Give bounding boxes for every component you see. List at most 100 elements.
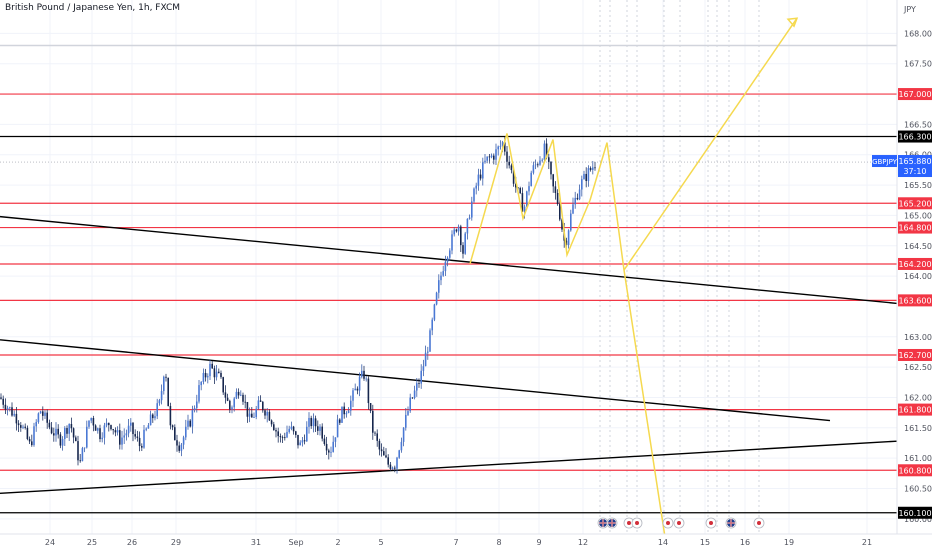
candle-body-124 [273, 424, 275, 431]
projection-line-1[interactable] [589, 142, 666, 538]
candle-body-135 [297, 434, 299, 446]
candle-body-209 [460, 226, 462, 246]
candle-body-5 [11, 407, 13, 416]
event-marker-4[interactable] [662, 517, 674, 529]
level-label-9: 160.100 [898, 509, 931, 518]
candle-body-223 [490, 155, 493, 158]
candle-body-230 [506, 151, 508, 162]
candle-body-192 [422, 366, 425, 371]
candle-body-56 [123, 435, 125, 438]
x-tick-6: 2 [335, 538, 340, 547]
time-axis[interactable] [0, 534, 932, 550]
candle-body-238 [523, 206, 526, 212]
event-marker-0[interactable] [597, 517, 609, 529]
candle-body-70 [154, 416, 156, 419]
candle-body-95 [209, 363, 211, 377]
candle-body-125 [275, 430, 277, 432]
x-tick-5: Sep [288, 538, 303, 547]
y-tick-5: 165.000 [904, 211, 932, 220]
candle-body-115 [253, 416, 255, 418]
candle-body-162 [356, 388, 359, 391]
projection-line-0[interactable] [469, 133, 591, 265]
event-markers[interactable] [597, 517, 765, 529]
candle-body-137 [301, 440, 304, 443]
event-marker-7[interactable] [725, 517, 737, 529]
level-label-bg-9 [898, 506, 932, 519]
candle-body-266 [585, 173, 587, 181]
candle-body-252 [554, 186, 557, 193]
candle-body-138 [303, 440, 306, 442]
candle-body-207 [455, 229, 458, 232]
candle-body-130 [286, 431, 288, 438]
candle-body-153 [336, 419, 339, 438]
candle-body-246 [541, 159, 543, 161]
candle-body-127 [279, 436, 282, 438]
x-tick-16: 21 [862, 538, 872, 547]
level-label-bg-7 [898, 403, 932, 416]
event-marker-3[interactable] [631, 517, 643, 529]
candle-body-146 [321, 426, 323, 439]
candle-body-60 [132, 422, 134, 435]
candle-body-85 [187, 420, 189, 427]
candle-body-90 [198, 385, 200, 402]
candle-body-82 [180, 444, 183, 451]
candle-body-40 [88, 420, 90, 427]
candle-body-37 [81, 448, 84, 462]
trend-line-2[interactable] [0, 440, 898, 495]
candle-body-8 [17, 423, 20, 426]
candle-body-75 [165, 376, 167, 378]
candle-body-149 [328, 450, 330, 453]
candle-body-152 [334, 437, 337, 442]
candle-body-257 [565, 240, 568, 246]
candle-body-131 [288, 428, 290, 432]
candle-body-212 [466, 218, 469, 234]
candle-body-88 [193, 407, 196, 411]
candle-body-213 [468, 217, 471, 219]
level-label-bg-3 [898, 221, 932, 234]
candle-body-263 [578, 189, 581, 200]
symbol-tag-bg [872, 155, 897, 168]
candle-body-184 [405, 414, 407, 428]
projection-line-2[interactable] [623, 17, 798, 271]
candle-body-18 [39, 411, 42, 414]
candle-body-236 [519, 187, 521, 194]
candle-body-158 [347, 410, 350, 413]
candle-body-164 [361, 370, 363, 377]
candle-body-205 [451, 234, 453, 251]
candle-body-102 [224, 392, 227, 398]
x-tick-15: 19 [784, 538, 794, 547]
candle-body-80 [176, 440, 178, 446]
candle-body-69 [152, 414, 154, 419]
candle-body-220 [484, 160, 486, 163]
candle-body-65 [143, 429, 145, 448]
event-marker-8[interactable] [753, 517, 765, 529]
candle-body-62 [136, 436, 139, 438]
event-marker-2[interactable] [623, 517, 635, 529]
candle-body-9 [20, 425, 22, 428]
event-marker-6[interactable] [705, 517, 717, 529]
candle-body-113 [248, 413, 251, 417]
candle-body-154 [339, 419, 341, 423]
trend-line-0[interactable] [0, 215, 898, 305]
candle-body-87 [191, 410, 194, 427]
candle-body-168 [369, 403, 372, 411]
trend-line-1[interactable] [0, 339, 831, 422]
candle-body-45 [99, 428, 101, 440]
candle-body-50 [110, 425, 112, 430]
candle-body-210 [462, 245, 464, 254]
candle-body-233 [512, 170, 515, 184]
candle-body-200 [440, 275, 442, 281]
level-label-5: 163.600 [898, 296, 931, 305]
candle-body-173 [380, 449, 383, 452]
candle-body-112 [246, 401, 249, 417]
candle-body-129 [284, 437, 286, 439]
candle-body-175 [385, 455, 387, 458]
candle-body-156 [343, 406, 345, 415]
event-marker-1[interactable] [606, 517, 618, 529]
candle-body-73 [160, 391, 163, 401]
event-marker-5[interactable] [673, 517, 685, 529]
candle-body-197 [433, 304, 436, 320]
candle-body-17 [37, 413, 40, 423]
